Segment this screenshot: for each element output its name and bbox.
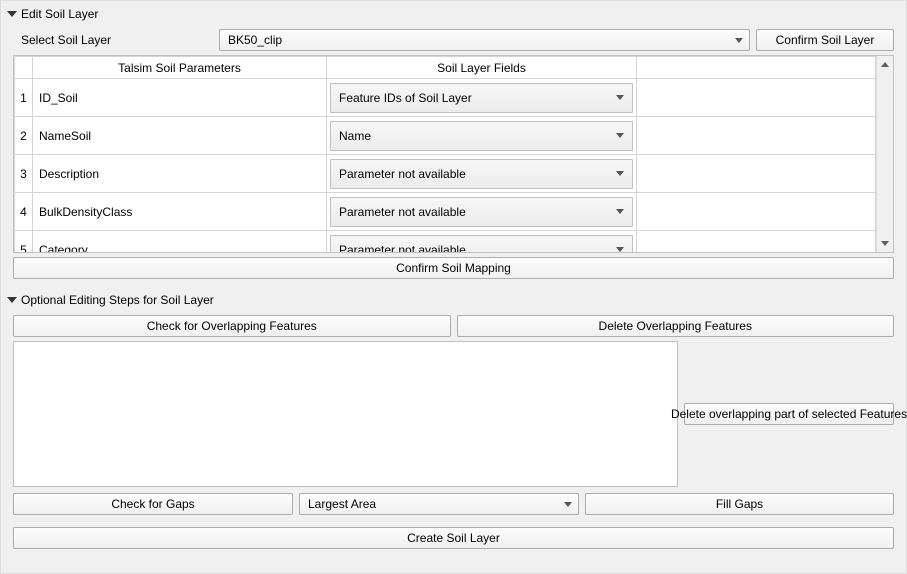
spacer-cell xyxy=(637,155,876,193)
mapping-table: Talsim Soil Parameters Soil Layer Fields… xyxy=(14,56,876,252)
table-row: 4BulkDensityClass Parameter not available xyxy=(15,193,876,231)
field-combo-value: Parameter not available xyxy=(339,243,466,253)
field-cell: Parameter not available xyxy=(327,231,637,253)
delete-overlap-button[interactable]: Delete Overlapping Features xyxy=(457,315,895,337)
scroll-up-button[interactable] xyxy=(877,56,893,73)
soil-layer-combo-value: BK50_clip xyxy=(228,33,282,47)
overlap-listbox[interactable] xyxy=(13,341,678,487)
delete-overlap-label: Delete Overlapping Features xyxy=(599,319,752,333)
th-param: Talsim Soil Parameters xyxy=(33,57,327,79)
confirm-mapping-label: Confirm Soil Mapping xyxy=(396,261,511,275)
optional-title: Optional Editing Steps for Soil Layer xyxy=(21,293,214,307)
table-row: 2NameSoil Name xyxy=(15,117,876,155)
field-combo-value: Parameter not available xyxy=(339,205,466,219)
section-header-optional[interactable]: Optional Editing Steps for Soil Layer xyxy=(7,291,900,311)
row-number: 3 xyxy=(15,155,33,193)
scroll-down-button[interactable] xyxy=(877,235,893,252)
select-layer-label: Select Soil Layer xyxy=(13,33,213,47)
section-header-main[interactable]: Edit Soil Layer xyxy=(7,5,900,25)
scroll-track[interactable] xyxy=(877,73,893,235)
soil-layer-combo[interactable]: BK50_clip xyxy=(219,29,750,51)
row-number: 1 xyxy=(15,79,33,117)
spacer-cell xyxy=(637,231,876,253)
chevron-down-icon xyxy=(616,133,624,138)
th-field: Soil Layer Fields xyxy=(327,57,637,79)
confirm-soil-layer-button[interactable]: Confirm Soil Layer xyxy=(756,29,894,51)
create-soil-layer-button[interactable]: Create Soil Layer xyxy=(13,527,894,549)
param-cell[interactable]: NameSoil xyxy=(33,117,327,155)
delete-overlap-part-button[interactable]: Delete overlapping part of selected Feat… xyxy=(684,403,894,425)
field-combo[interactable]: Parameter not available xyxy=(330,159,633,189)
row-number: 5 xyxy=(15,231,33,253)
table-row: 1ID_Soil Feature IDs of Soil Layer xyxy=(15,79,876,117)
param-cell[interactable]: BulkDensityClass xyxy=(33,193,327,231)
field-combo-value: Parameter not available xyxy=(339,167,466,181)
field-combo[interactable]: Parameter not available xyxy=(330,197,633,227)
select-layer-row: Select Soil Layer BK50_clip Confirm Soil… xyxy=(13,29,894,51)
vertical-scrollbar[interactable] xyxy=(876,56,893,252)
create-soil-layer-label: Create Soil Layer xyxy=(407,531,500,545)
th-num xyxy=(15,57,33,79)
spacer-cell xyxy=(637,193,876,231)
field-combo-value: Name xyxy=(339,129,371,143)
field-cell: Parameter not available xyxy=(327,193,637,231)
gap-method-value: Largest Area xyxy=(308,497,376,511)
check-overlap-button[interactable]: Check for Overlapping Features xyxy=(13,315,451,337)
chevron-down-icon xyxy=(616,209,624,214)
field-cell: Feature IDs of Soil Layer xyxy=(327,79,637,117)
chevron-down-icon xyxy=(616,171,624,176)
check-gaps-label: Check for Gaps xyxy=(111,497,194,511)
row-number: 2 xyxy=(15,117,33,155)
chevron-down-icon xyxy=(564,502,572,507)
chevron-down-icon xyxy=(881,241,889,246)
chevron-down-icon xyxy=(735,38,743,43)
table-row: 5Category Parameter not available xyxy=(15,231,876,253)
field-combo[interactable]: Name xyxy=(330,121,633,151)
chevron-up-icon xyxy=(881,62,889,67)
edit-soil-layer-panel: Edit Soil Layer Select Soil Layer BK50_c… xyxy=(0,0,907,574)
field-combo[interactable]: Parameter not available xyxy=(330,235,633,253)
optional-body: Check for Overlapping Features Delete Ov… xyxy=(7,313,900,519)
spacer-cell xyxy=(637,79,876,117)
fill-gaps-label: Fill Gaps xyxy=(716,497,763,511)
param-cell[interactable]: Category xyxy=(33,231,327,253)
field-combo-value: Feature IDs of Soil Layer xyxy=(339,91,472,105)
mapping-table-wrap: Talsim Soil Parameters Soil Layer Fields… xyxy=(13,55,894,253)
field-cell: Parameter not available xyxy=(327,155,637,193)
gap-method-combo[interactable]: Largest Area xyxy=(299,493,579,515)
table-row: 3Description Parameter not available xyxy=(15,155,876,193)
param-cell[interactable]: ID_Soil xyxy=(33,79,327,117)
chevron-down-icon xyxy=(616,247,624,252)
chevron-down-icon xyxy=(7,297,17,303)
field-cell: Name xyxy=(327,117,637,155)
delete-overlap-part-label: Delete overlapping part of selected Feat… xyxy=(671,407,907,421)
field-combo[interactable]: Feature IDs of Soil Layer xyxy=(330,83,633,113)
th-spacer xyxy=(637,57,876,79)
param-cell[interactable]: Description xyxy=(33,155,327,193)
spacer-cell xyxy=(637,117,876,155)
fill-gaps-button[interactable]: Fill Gaps xyxy=(585,493,894,515)
confirm-mapping-button[interactable]: Confirm Soil Mapping xyxy=(13,257,894,279)
row-number: 4 xyxy=(15,193,33,231)
confirm-soil-layer-label: Confirm Soil Layer xyxy=(776,33,875,47)
chevron-down-icon xyxy=(7,11,17,17)
check-overlap-label: Check for Overlapping Features xyxy=(147,319,317,333)
chevron-down-icon xyxy=(616,95,624,100)
check-gaps-button[interactable]: Check for Gaps xyxy=(13,493,293,515)
panel-title: Edit Soil Layer xyxy=(21,7,98,21)
